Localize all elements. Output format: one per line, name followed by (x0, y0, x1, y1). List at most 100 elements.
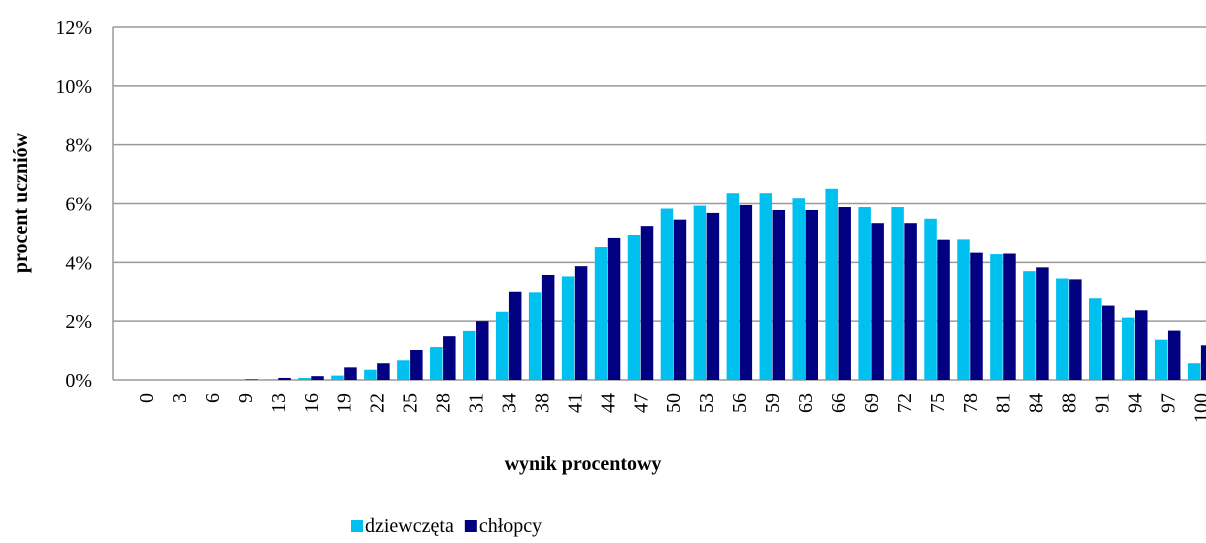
legend-label: chłopcy (479, 515, 542, 537)
bar (430, 347, 443, 380)
bar (792, 198, 805, 380)
x-tick-label: 31 (466, 393, 488, 413)
bar (541, 274, 555, 380)
bar (990, 254, 1003, 380)
bar (574, 266, 588, 380)
x-tick-label: 53 (696, 393, 718, 413)
bar (528, 292, 542, 380)
bar (805, 209, 818, 380)
x-tick-label: 3 (169, 393, 191, 403)
bar (397, 360, 410, 380)
bar (627, 234, 641, 380)
x-tick-label: 91 (1092, 393, 1114, 413)
bar (1069, 279, 1082, 380)
y-tick-label: 12% (55, 17, 92, 39)
bar (640, 226, 654, 380)
bar (739, 204, 753, 380)
bar (1003, 253, 1016, 380)
x-tick-label: 41 (564, 393, 586, 413)
x-tick-label: 94 (1125, 393, 1147, 413)
bar (706, 212, 720, 380)
bar (298, 377, 311, 380)
bar (838, 207, 851, 380)
y-tick-label: 8% (65, 135, 92, 157)
x-tick-label: 44 (597, 393, 619, 413)
x-tick-label: 78 (960, 393, 982, 413)
x-axis-label: wynik procentowy (505, 453, 662, 475)
x-tick-label: 66 (828, 393, 850, 413)
x-tick-label: 81 (993, 393, 1015, 413)
bar (1036, 267, 1049, 380)
bar (278, 377, 291, 380)
x-tick-label: 63 (795, 393, 817, 413)
x-tick-label: 22 (367, 393, 389, 413)
y-tick-label: 4% (65, 252, 92, 274)
legend-swatch (351, 520, 363, 532)
bar (673, 219, 687, 380)
bar (1056, 278, 1069, 380)
bar (476, 321, 489, 380)
bar (759, 193, 773, 380)
bar (344, 367, 357, 380)
bar (937, 239, 950, 380)
bar (891, 207, 904, 380)
bar (660, 208, 674, 380)
bar (726, 193, 740, 380)
x-tick-label: 88 (1059, 393, 1081, 413)
x-tick-label: 59 (762, 393, 784, 413)
bar (1167, 330, 1181, 380)
bar (693, 205, 707, 380)
bar (377, 363, 390, 380)
bar (443, 336, 456, 380)
bar (871, 223, 884, 380)
x-tick-label: 0 (136, 393, 158, 403)
x-tick-label: 56 (729, 393, 751, 413)
x-tick-label: 9 (235, 393, 257, 403)
x-tick-label: 6 (202, 393, 224, 403)
bar (1122, 317, 1135, 380)
x-tick-label: 19 (334, 393, 356, 413)
y-axis-label: procent uczniów (10, 132, 32, 273)
bar (495, 311, 509, 380)
x-tick-label: 16 (301, 393, 323, 413)
bar (561, 276, 575, 380)
x-tick-label: 69 (861, 393, 883, 413)
x-tick-label: 84 (1026, 393, 1048, 413)
y-tick-label: 0% (65, 370, 92, 392)
bar (508, 291, 522, 380)
x-tick-label: 97 (1157, 393, 1179, 413)
bar (858, 207, 871, 380)
x-tick-label: 75 (927, 393, 949, 413)
bar (410, 349, 423, 380)
bar (772, 209, 786, 380)
bar (607, 237, 621, 380)
x-tick-label: 72 (894, 393, 916, 413)
bar (904, 223, 917, 380)
bar (594, 247, 608, 380)
bar (1089, 298, 1102, 380)
x-tick-label: 34 (498, 393, 520, 413)
bar (1154, 339, 1168, 380)
bar (245, 379, 258, 380)
bar (1135, 310, 1148, 380)
x-tick-label: 25 (400, 393, 422, 413)
bar (463, 330, 476, 380)
bar (331, 375, 344, 380)
bar (1023, 271, 1036, 380)
y-tick-label: 2% (65, 311, 92, 333)
x-tick-label: 100 (1190, 393, 1206, 423)
y-tick-label: 10% (55, 76, 92, 98)
bar (1102, 305, 1115, 380)
bar (957, 239, 970, 380)
bar (924, 218, 937, 380)
bar (364, 369, 377, 380)
x-tick-label: 50 (663, 393, 685, 413)
bar (265, 379, 278, 380)
legend-swatch (464, 520, 477, 532)
bar (825, 188, 838, 380)
x-tick-label: 28 (433, 393, 455, 413)
bar (1187, 363, 1201, 380)
y-tick-label: 6% (65, 194, 92, 216)
bar (311, 376, 324, 380)
